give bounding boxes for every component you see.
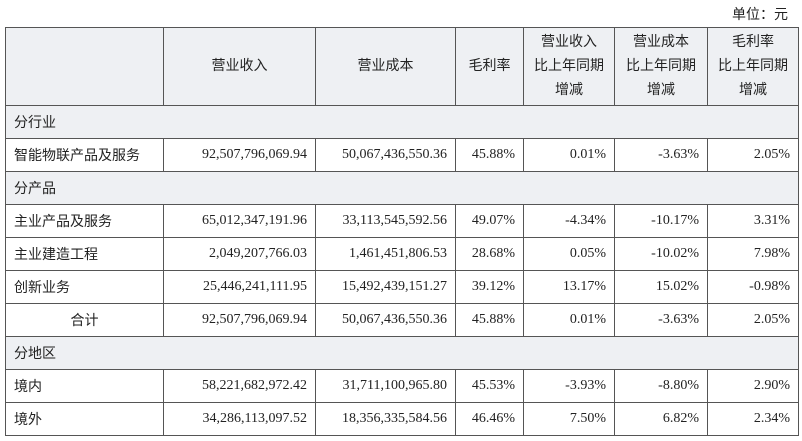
value-cell: 2.05% [707, 138, 799, 172]
value-cell: 0.01% [523, 138, 615, 172]
value-cell: 50,067,436,550.36 [315, 138, 456, 172]
data-row: 智能物联产品及服务 92,507,796,069.94 50,067,436,550… [5, 138, 799, 172]
value-cell: 46.46% [455, 402, 524, 436]
value-cell: 50,067,436,550.36 [315, 303, 456, 337]
header-cell: 营业收入 [163, 27, 316, 106]
row-label: 境外 [5, 402, 164, 436]
value-cell: 92,507,796,069.94 [163, 138, 316, 172]
header-line: 增减 [739, 82, 767, 98]
value-cell: -3.63% [614, 138, 708, 172]
value-cell: 3.31% [707, 204, 799, 238]
data-row: 创新业务 25,446,241,111.95 15,492,439,151.27 39… [5, 270, 799, 304]
row-label: 智能物联产品及服务 [5, 138, 164, 172]
value-cell: 58,221,682,972.42 [163, 369, 316, 403]
header-line: 毛利率 [732, 34, 774, 50]
header-row: 营业收入 营业成本 毛利率 营业收入 比上年同期 增减 营业成本 比上年同期 增减 毛利率 比上年同… [5, 27, 799, 106]
row-label: 主业产品及服务 [5, 204, 164, 238]
financial-table: 营业收入 营业成本 毛利率 营业收入 比上年同期 增减 营业成本 比上年同期 增减 毛利率 比上年同… [5, 27, 799, 436]
header-cell: 营业成本 [315, 27, 456, 106]
value-cell: 2,049,207,766.03 [163, 237, 316, 271]
value-cell: 0.01% [523, 303, 615, 337]
value-cell: 0.05% [523, 237, 615, 271]
value-cell: 45.88% [455, 138, 524, 172]
value-cell: 2.05% [707, 303, 799, 337]
table-body: 分行业 智能物联产品及服务 92,507,796,069.94 50,067,436,… [5, 105, 799, 436]
value-cell: 6.82% [614, 402, 708, 436]
data-row: 境外 34,286,113,097.52 18,356,335,584.56 46.4… [5, 402, 799, 436]
value-cell: 92,507,796,069.94 [163, 303, 316, 337]
data-row: 境内 58,221,682,972.42 31,711,100,965.80 45.5… [5, 369, 799, 403]
value-cell: -4.34% [523, 204, 615, 238]
header-cell: 毛利率比上年同期增减 [707, 27, 799, 106]
value-cell: 33,113,545,592.56 [315, 204, 456, 238]
value-cell: 18,356,335,584.56 [315, 402, 456, 436]
row-label: 主业建造工程 [5, 237, 164, 271]
row-label: 创新业务 [5, 270, 164, 304]
section-row: 分产品 [5, 171, 799, 205]
value-cell: 65,012,347,191.96 [163, 204, 316, 238]
value-cell: 2.34% [707, 402, 799, 436]
header-line: 比上年同期 [718, 58, 788, 74]
header-line: 毛利率 [468, 58, 511, 74]
header-line: 营业成本 [633, 34, 689, 50]
value-cell: 45.53% [455, 369, 524, 403]
header-line: 比上年同期 [534, 58, 604, 74]
value-cell: -0.98% [707, 270, 799, 304]
value-cell: 45.88% [455, 303, 524, 337]
header-line: 增减 [555, 82, 583, 98]
section-row: 分行业 [5, 105, 799, 139]
header-cell: 毛利率 [455, 27, 524, 106]
row-label: 境内 [5, 369, 164, 403]
value-cell: 25,446,241,111.95 [163, 270, 316, 304]
header-cell: 营业成本比上年同期增减 [614, 27, 708, 106]
header-line: 营业成本 [357, 58, 414, 74]
value-cell: -10.02% [614, 237, 708, 271]
value-cell: 13.17% [523, 270, 615, 304]
value-cell: 49.07% [455, 204, 524, 238]
section-label: 分产品 [5, 171, 799, 205]
data-row: 合计 92,507,796,069.94 50,067,436,550.36 45.8… [5, 303, 799, 337]
header-line: 营业收入 [541, 34, 597, 50]
value-cell: -3.93% [523, 369, 615, 403]
value-cell: -10.17% [614, 204, 708, 238]
header-cell: 营业收入比上年同期增减 [523, 27, 615, 106]
header-line: 增减 [647, 82, 675, 98]
value-cell: 7.98% [707, 237, 799, 271]
header-cell [5, 27, 164, 106]
header-line: 比上年同期 [626, 58, 696, 74]
value-cell: 7.50% [523, 402, 615, 436]
section-label: 分行业 [5, 105, 799, 139]
value-cell: 2.90% [707, 369, 799, 403]
unit-note: 单位：元 [732, 8, 788, 23]
value-cell: 1,461,451,806.53 [315, 237, 456, 271]
value-cell: -8.80% [614, 369, 708, 403]
header-line: 营业收入 [211, 58, 268, 74]
value-cell: -3.63% [614, 303, 708, 337]
value-cell: 31,711,100,965.80 [315, 369, 456, 403]
value-cell: 39.12% [455, 270, 524, 304]
row-label: 合计 [5, 303, 164, 337]
value-cell: 34,286,113,097.52 [163, 402, 316, 436]
value-cell: 15.02% [614, 270, 708, 304]
data-row: 主业建造工程 2,049,207,766.03 1,461,451,806.53 28… [5, 237, 799, 271]
section-label: 分地区 [5, 336, 799, 370]
value-cell: 15,492,439,151.27 [315, 270, 456, 304]
section-row: 分地区 [5, 336, 799, 370]
data-row: 主业产品及服务 65,012,347,191.96 33,113,545,592.5… [5, 204, 799, 238]
value-cell: 28.68% [455, 237, 524, 271]
